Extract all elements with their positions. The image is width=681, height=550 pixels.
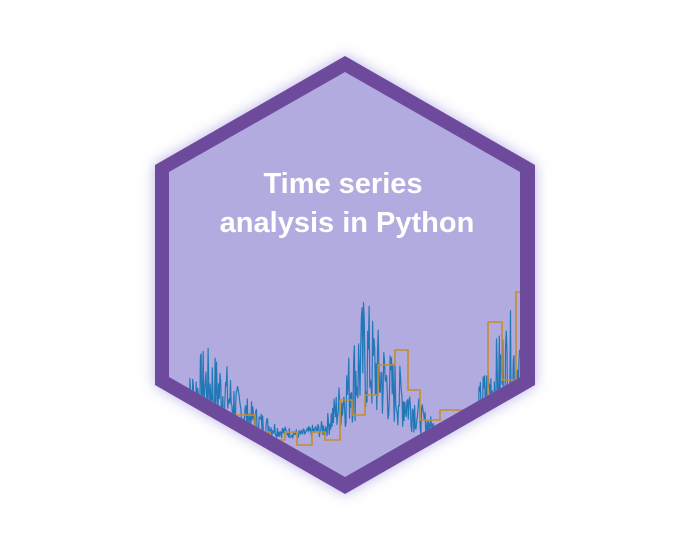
logo-title-line-2: analysis in Python [220, 207, 475, 239]
hexagon-fill [169, 72, 520, 477]
logo-title-line-1: Time series [263, 168, 422, 200]
